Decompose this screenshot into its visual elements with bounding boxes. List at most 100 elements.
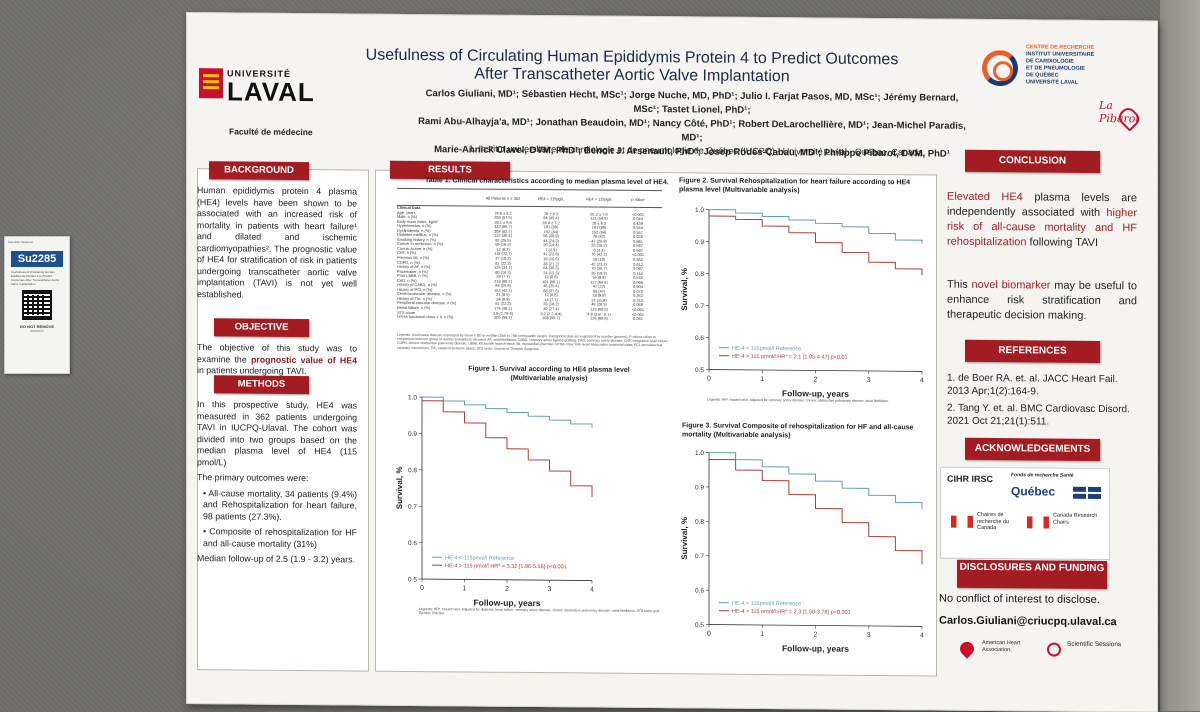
conclusion-text-1d: following TAVI — [1027, 236, 1099, 249]
methods-p1: In this prospective study, HE4 was measu… — [197, 399, 357, 469]
y-tick-label: 0.6 — [695, 588, 704, 595]
laval-shield-icon — [199, 68, 223, 98]
scientific-sessions-text: Scientific Sessions — [1067, 641, 1127, 649]
figure-2-title: Figure 2. Survival Rehospitalization for… — [679, 177, 934, 196]
y-tick-label: 0.8 — [408, 467, 417, 474]
methods-p2: The primary outcomes were: — [197, 472, 357, 485]
x-axis-label: Follow-up, years — [782, 643, 849, 654]
table-header-cell — [397, 197, 479, 198]
y-tick-label: 1.0 — [695, 207, 704, 214]
references-header: REFERENCES — [965, 340, 1100, 363]
chairs-fr-text: Chaires de recherche du Canada — [977, 512, 1023, 532]
scientific-sessions-icon — [1047, 643, 1061, 657]
legend-label: HE-4 > 115 pmol/l HR* = 3.32 [1.96-5.56]… — [445, 563, 567, 570]
objective-text: The objective of this study was to exami… — [197, 342, 357, 378]
iucpq-text: CENTRE DE RECHERCHE INSTITUT UNIVERSITAI… — [1026, 44, 1136, 87]
side-card-org: Scientific Sessions — [5, 237, 69, 248]
x-tick-label: 4 — [920, 632, 924, 639]
methods-bullet-2-text: Composite of rehospitalization for HF an… — [203, 526, 357, 548]
table-header-row: All Patients n = 362 HE4 < 115pg/L HE4 >… — [397, 188, 662, 208]
iucpq-logo: CENTRE DE RECHERCHE INSTITUT UNIVERSITAI… — [982, 42, 1132, 103]
table-header-cell: HE4 < 115pg/L — [527, 195, 575, 200]
frs-logo-text: Fonds de recherche Santé — [1011, 472, 1074, 479]
background-text: Human epididymis protein 4 plasma (HE4) … — [197, 185, 357, 301]
y-tick-label: 0.7 — [408, 504, 417, 511]
cihr-logo: CIHR IRSC — [947, 474, 993, 484]
disclosures-text: No conflict of interest to disclose. — [939, 593, 1100, 606]
table-header-cell: All Patients n = 362 — [479, 195, 527, 200]
table-legend: Legends: Continuous data are expressed b… — [397, 333, 672, 352]
y-tick-label: 0.5 — [695, 622, 704, 629]
x-tick-label: 1 — [463, 585, 467, 592]
y-tick-label: 0.8 — [695, 519, 704, 526]
table-cell: 108 (59.7) — [527, 316, 575, 321]
funding-logos: CIHR IRSC Fonds de recherche Santé Québe… — [940, 467, 1110, 560]
side-card-small-text: Usefulness of Circulating Human Epididym… — [11, 270, 63, 286]
aha-text: American Heart Association. — [982, 640, 1032, 653]
x-axis-label: Follow-up, years — [473, 598, 540, 609]
legend-label: HE-4 < 115pmol/l Reference — [732, 601, 801, 608]
objective-header: OBJECTIVE — [214, 318, 309, 337]
laval-logo: UNIVERSITÉ LAVAL Faculté de médecine — [199, 68, 309, 69]
x-tick-label: 1 — [760, 376, 764, 383]
y-tick-label: 0.9 — [408, 431, 417, 438]
methods-p3: Median follow-up of 2.5 (1.9 - 3.2) year… — [197, 553, 357, 566]
reference-1: 1. de Boer RA. et. al. JACC Heart Fail. … — [947, 372, 1137, 400]
y-tick-label: 0.9 — [695, 484, 704, 491]
table-cell: 126 (69.6) — [575, 317, 623, 322]
x-tick-label: 4 — [590, 587, 594, 594]
legend-label: HE-4 > 115 pmol/l HR* = 2.1 [1.05-4.47] … — [732, 354, 848, 361]
abstract-tag-card: Scientific Sessions Su2285 Usefulness of… — [4, 236, 70, 374]
side-card-tag: AP99SC6 — [5, 329, 69, 333]
x-tick-label: 0 — [420, 585, 424, 592]
y-tick-label: 0.5 — [695, 367, 704, 374]
y-axis-label: Survival, % — [395, 466, 404, 509]
series-line — [422, 401, 592, 497]
y-tick-label: 0.6 — [408, 540, 417, 547]
disclosures-header: DISCLOSURES AND FUNDING — [957, 560, 1107, 589]
table-cell: 205 (56.7) — [479, 316, 527, 321]
series-line — [709, 216, 922, 275]
table-header-cell: HE4 > 115pg/L — [575, 196, 623, 201]
aha-heart-icon — [957, 639, 977, 659]
canada-flag-icon — [1027, 516, 1049, 528]
conclusion-text-2: This novel biomarker may be useful to en… — [947, 278, 1137, 325]
conclusion-header: CONCLUSION — [965, 150, 1100, 173]
y-tick-label: 0.5 — [408, 576, 417, 583]
methods-bullet-1: • All-cause mortality, 34 patients (9.4%… — [197, 488, 357, 524]
table-cell: NYHA functional class > II, n (%) — [397, 315, 479, 320]
methods-text: In this prospective study, HE4 was measu… — [197, 399, 357, 566]
quebec-flag-icon — [1073, 487, 1101, 499]
canada-flag-icon — [951, 516, 973, 528]
x-tick-label: 2 — [814, 376, 818, 383]
conclusion-highlight-1: Elevated HE4 — [947, 191, 1023, 204]
table-header-cell: p Value — [623, 196, 653, 201]
laval-name-text: LAVAL — [227, 76, 315, 108]
clinical-characteristics-table: All Patients n = 362 HE4 < 115pg/L HE4 >… — [397, 188, 662, 322]
y-tick-label: 0.8 — [695, 271, 704, 278]
contact-email[interactable]: Carlos.Giuliani@criucpq.ulaval.ca — [939, 615, 1117, 629]
y-axis-label: Survival, % — [680, 268, 689, 311]
conclusion-text-2a: This — [947, 279, 972, 291]
laval-faculty-text: Faculté de médecine — [229, 126, 313, 137]
y-tick-label: 0.7 — [695, 553, 704, 560]
reference-2: 2. Tang Y. et. al. BMC Cardiovasc Disord… — [947, 402, 1137, 430]
y-axis-label: Survival, % — [680, 517, 689, 560]
figure-1-title: Figure 1. Survival according to HE4 plas… — [449, 365, 649, 384]
x-tick-label: 0 — [707, 376, 711, 383]
objective-bold: prognostic value of HE4 — [251, 354, 357, 365]
qr-code-icon[interactable] — [22, 290, 52, 320]
x-tick-label: 1 — [760, 631, 764, 638]
chairs-en-text: Canada Research Chairs — [1053, 513, 1099, 526]
x-tick-label: 0 — [707, 631, 711, 638]
acknowledgements-header: ACKNOWLEDGEMENTS — [965, 438, 1100, 461]
references-list: 1. de Boer RA. et. al. JACC Heart Fail. … — [947, 372, 1137, 430]
abstract-code: Su2285 — [11, 251, 63, 267]
background-header: BACKGROUND — [209, 161, 309, 180]
table-cell: 0.051 — [623, 317, 653, 322]
x-tick-label: 4 — [920, 377, 924, 384]
y-tick-label: 0.9 — [695, 239, 704, 246]
x-tick-label: 2 — [814, 631, 818, 638]
